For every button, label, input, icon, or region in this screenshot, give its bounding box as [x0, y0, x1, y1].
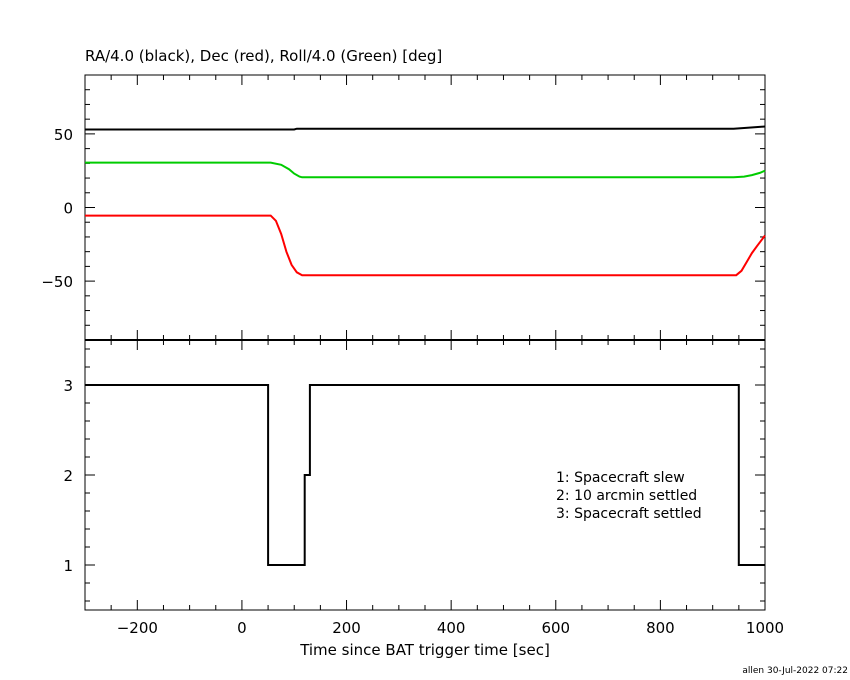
x-tick-label: 600 [541, 619, 570, 637]
bottom-series-line-0 [85, 384, 765, 566]
top-series-line-1 [85, 161, 766, 179]
top-series-line-0 [85, 125, 766, 131]
bottom-ytick-label: 1 [63, 557, 73, 575]
x-tick-label: 800 [646, 619, 675, 637]
top-ytick-label: 50 [54, 126, 73, 144]
x-tick-label: 0 [237, 619, 247, 637]
x-tick-label: 200 [332, 619, 361, 637]
top-series-line-2 [85, 214, 766, 277]
annotation-2: 2: 10 arcmin settled [556, 488, 697, 504]
x-tick-label: 400 [437, 619, 466, 637]
annotation-3: 3: Spacecraft settled [556, 506, 702, 522]
bottom-ytick-label: 2 [63, 467, 73, 485]
top-ytick-label: 0 [63, 200, 73, 218]
footer-text: allen 30-Jul-2022 07:22 [742, 666, 848, 676]
x-tick-label: −200 [117, 619, 158, 637]
top-panel: −50 0 50 [41, 74, 766, 341]
top-frame [84, 74, 766, 341]
chart-title: RA/4.0 (black), Dec (red), Roll/4.0 (Gre… [85, 47, 442, 65]
bottom-ytick-label: 3 [63, 377, 73, 395]
top-ytick-label: −50 [41, 273, 73, 291]
x-axis-label: Time since BAT trigger time [sec] [299, 641, 550, 659]
x-tick-label: 1000 [746, 619, 784, 637]
annotation-1: 1: Spacecraft slew [556, 470, 685, 486]
bottom-panel: 1 2 3 −200 0 200 400 600 800 1000 [63, 339, 784, 637]
